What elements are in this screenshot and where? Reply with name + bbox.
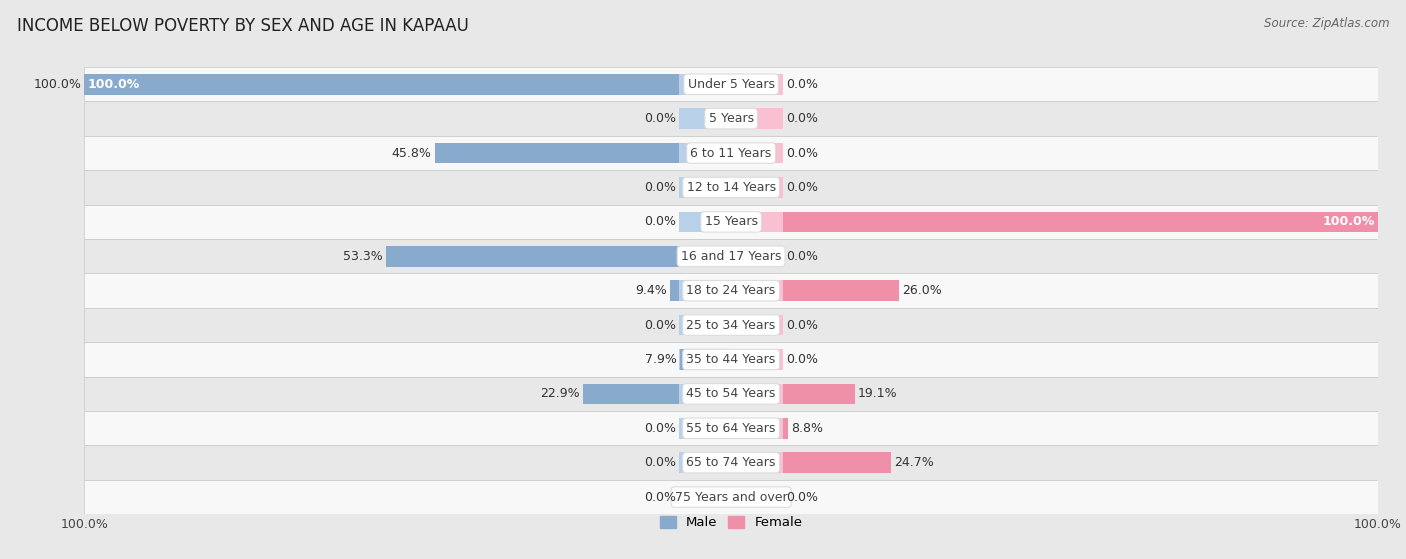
Text: 75 Years and over: 75 Years and over [675, 491, 787, 504]
Text: 16 and 17 Years: 16 and 17 Years [681, 250, 782, 263]
Bar [387, 246, 679, 267]
Bar [679, 315, 731, 335]
Bar [679, 281, 731, 301]
Bar [679, 487, 731, 508]
Bar [583, 383, 679, 404]
Bar [84, 67, 1378, 102]
Text: 45 to 54 Years: 45 to 54 Years [686, 387, 776, 400]
Bar [84, 239, 1378, 273]
Bar [84, 170, 1378, 205]
Bar [731, 452, 783, 473]
Bar [731, 383, 783, 404]
Text: 15 Years: 15 Years [704, 215, 758, 229]
Text: 55 to 64 Years: 55 to 64 Years [686, 422, 776, 435]
Bar [679, 74, 731, 94]
Text: Source: ZipAtlas.com: Source: ZipAtlas.com [1264, 17, 1389, 30]
Text: 100.0%: 100.0% [87, 78, 139, 91]
Bar [84, 377, 1378, 411]
Bar [783, 383, 855, 404]
Legend: Male, Female: Male, Female [654, 510, 808, 534]
Bar [731, 418, 783, 439]
Bar [731, 315, 783, 335]
Text: 0.0%: 0.0% [786, 112, 818, 125]
Text: 6 to 11 Years: 6 to 11 Years [690, 146, 772, 159]
Bar [731, 74, 783, 94]
Text: 0.0%: 0.0% [644, 181, 676, 194]
Bar [783, 281, 900, 301]
Text: 0.0%: 0.0% [644, 112, 676, 125]
Bar [679, 246, 731, 267]
Text: 0.0%: 0.0% [644, 422, 676, 435]
Bar [84, 273, 1378, 308]
Text: 7.9%: 7.9% [645, 353, 676, 366]
Text: 35 to 44 Years: 35 to 44 Years [686, 353, 776, 366]
Bar [679, 177, 731, 198]
Bar [84, 205, 1378, 239]
Text: 0.0%: 0.0% [644, 215, 676, 229]
Text: 100.0%: 100.0% [1323, 215, 1375, 229]
Text: 25 to 34 Years: 25 to 34 Years [686, 319, 776, 331]
Text: 22.9%: 22.9% [540, 387, 579, 400]
Text: 9.4%: 9.4% [636, 284, 666, 297]
Bar [783, 211, 1378, 232]
Bar [434, 143, 679, 163]
Bar [731, 487, 783, 508]
Text: 53.3%: 53.3% [343, 250, 384, 263]
Text: INCOME BELOW POVERTY BY SEX AND AGE IN KAPAAU: INCOME BELOW POVERTY BY SEX AND AGE IN K… [17, 17, 468, 35]
Text: 0.0%: 0.0% [644, 456, 676, 469]
Bar [84, 411, 1378, 446]
Bar [679, 108, 731, 129]
Text: 100.0%: 100.0% [34, 78, 82, 91]
Text: 0.0%: 0.0% [644, 319, 676, 331]
Text: 0.0%: 0.0% [786, 353, 818, 366]
Bar [671, 281, 679, 301]
Bar [731, 281, 783, 301]
Bar [84, 342, 1378, 377]
Bar [84, 102, 1378, 136]
Text: 5 Years: 5 Years [709, 112, 754, 125]
Text: 45.8%: 45.8% [392, 146, 432, 159]
Bar [679, 383, 731, 404]
Bar [731, 177, 783, 198]
Text: 0.0%: 0.0% [786, 78, 818, 91]
Bar [783, 418, 787, 439]
Bar [84, 480, 1378, 514]
Bar [731, 143, 783, 163]
Bar [679, 143, 731, 163]
Text: Under 5 Years: Under 5 Years [688, 78, 775, 91]
Text: 0.0%: 0.0% [786, 146, 818, 159]
Bar [679, 452, 731, 473]
Bar [679, 211, 731, 232]
Text: 8.8%: 8.8% [792, 422, 824, 435]
Bar [84, 446, 1378, 480]
Bar [84, 136, 1378, 170]
Bar [84, 74, 679, 94]
Text: 0.0%: 0.0% [786, 491, 818, 504]
Text: 26.0%: 26.0% [903, 284, 942, 297]
Text: 19.1%: 19.1% [858, 387, 897, 400]
Bar [84, 308, 1378, 342]
Text: 65 to 74 Years: 65 to 74 Years [686, 456, 776, 469]
Bar [731, 211, 783, 232]
Bar [679, 349, 731, 370]
Text: 24.7%: 24.7% [894, 456, 934, 469]
Bar [783, 452, 891, 473]
Text: 0.0%: 0.0% [786, 181, 818, 194]
Bar [679, 418, 731, 439]
Text: 12 to 14 Years: 12 to 14 Years [686, 181, 776, 194]
Text: 0.0%: 0.0% [644, 491, 676, 504]
Bar [681, 349, 731, 370]
Bar [731, 108, 783, 129]
Text: 0.0%: 0.0% [786, 250, 818, 263]
Bar [731, 349, 783, 370]
Bar [731, 246, 783, 267]
Text: 18 to 24 Years: 18 to 24 Years [686, 284, 776, 297]
Text: 0.0%: 0.0% [786, 319, 818, 331]
